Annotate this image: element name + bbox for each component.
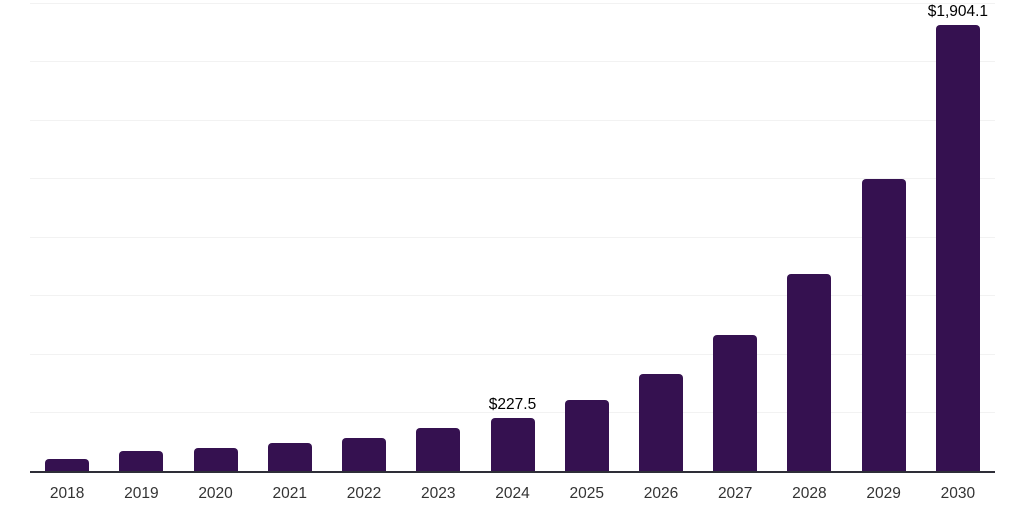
x-axis-tick-label-2024: 2024 <box>495 485 530 502</box>
bar-2026 <box>638 374 683 471</box>
bar-2029 <box>861 178 906 471</box>
gridline-1500 <box>30 119 995 121</box>
bar-2020 <box>193 447 238 471</box>
gridline-2000 <box>30 2 995 4</box>
x-axis-tick-label-2022: 2022 <box>346 485 382 502</box>
gridline-250 <box>30 412 995 413</box>
bar-value-label-2030: $1,904.1 <box>927 3 989 21</box>
gridline-1250 <box>30 178 995 179</box>
x-axis-tick-label-2021: 2021 <box>272 485 308 502</box>
bar-2022 <box>342 437 387 471</box>
x-axis-tick-label-2023: 2023 <box>421 485 456 502</box>
bar-2019 <box>119 450 164 471</box>
bar-2021 <box>267 443 312 471</box>
x-axis-tick-label-2028: 2028 <box>792 485 827 502</box>
x-axis-tick-label-2020: 2020 <box>198 485 233 502</box>
bar-2018 <box>45 458 90 471</box>
bar-2028 <box>787 273 832 471</box>
x-axis-tick-label-2019: 2019 <box>124 485 159 502</box>
bar-value-label-2024: $227.5 <box>488 395 537 413</box>
gridline-500 <box>30 353 995 355</box>
bar-2023 <box>416 428 461 471</box>
x-axis-tick-label-2029: 2029 <box>866 485 901 502</box>
gridline-1750 <box>30 61 995 62</box>
gridline-1000 <box>30 236 995 238</box>
bar-2027 <box>713 334 758 471</box>
gridline-750 <box>30 295 995 296</box>
x-axis-tick-label-2030: 2030 <box>940 485 976 502</box>
x-axis-tick-label-2025: 2025 <box>569 485 604 502</box>
x-axis-line <box>30 471 995 473</box>
x-axis-tick-label-2027: 2027 <box>717 485 753 502</box>
bar-2024 <box>490 417 535 471</box>
bar-2030 <box>935 25 980 471</box>
x-axis-tick-label-2018: 2018 <box>49 485 85 502</box>
x-axis-tick-label-2026: 2026 <box>643 485 679 502</box>
bar-2025 <box>564 400 609 471</box>
